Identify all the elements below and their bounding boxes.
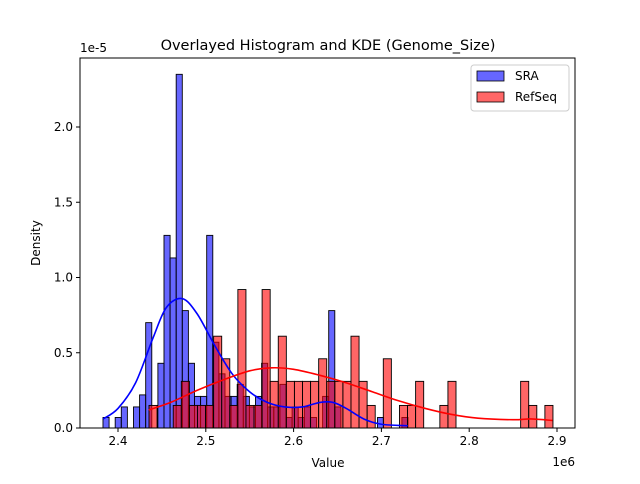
- histogram-bar-refseq: [382, 358, 392, 429]
- histogram-bar-refseq: [366, 404, 376, 429]
- histogram-bar-refseq: [261, 289, 271, 429]
- histogram-bar-refseq: [180, 380, 190, 429]
- x-tick-label: 2.9: [547, 434, 566, 448]
- x-offset-label: 1e6: [552, 455, 575, 469]
- plot-frame: [79, 57, 576, 429]
- histogram-bar-refseq: [172, 404, 182, 429]
- histogram-bar-refseq: [293, 380, 303, 429]
- y-tick-label: 2.0: [54, 120, 73, 134]
- histogram-bar-refseq: [205, 404, 215, 429]
- histogram-bar-refseq: [528, 404, 538, 429]
- histogram-bar-sra: [120, 406, 128, 429]
- histogram-bar-sra: [175, 73, 183, 429]
- legend-swatch-sra: [476, 70, 505, 82]
- x-axis-label: Value: [312, 456, 345, 470]
- x-axis-ticks: 2.4 2.5 2.6 2.7 2.8 2.9: [108, 428, 567, 448]
- histogram-bar-sra: [114, 417, 122, 429]
- legend-swatch-refseq: [476, 91, 505, 103]
- y-axis-ticks: 0.0 0.5 1.0 1.5 2.0: [54, 120, 80, 435]
- x-tick-label: 2.7: [372, 434, 391, 448]
- y-offset-label: 1e-5: [80, 41, 107, 55]
- histogram-bar-refseq: [439, 404, 449, 429]
- histogram-bar-refseq: [342, 380, 352, 429]
- histogram-bar-refseq: [197, 404, 206, 429]
- histogram-bar-refseq: [407, 404, 417, 429]
- x-tick-label: 2.8: [460, 434, 479, 448]
- kde-curves: [102, 297, 553, 427]
- histogram-bar-refseq: [326, 380, 336, 429]
- histogram-bar-sra: [133, 406, 141, 429]
- histogram-bar-refseq: [285, 380, 295, 429]
- y-axis-label: Density: [29, 220, 43, 266]
- kde-curve-sra: [102, 297, 408, 427]
- y-tick-label: 0.0: [54, 421, 73, 435]
- histogram-bar-refseq: [318, 358, 328, 429]
- histogram-bar-refseq: [544, 404, 554, 429]
- histogram-bar-refseq: [415, 380, 425, 429]
- histogram-bar-refseq: [277, 335, 287, 429]
- chart-title: Overlayed Histogram and KDE (Genome_Size…: [161, 38, 496, 54]
- x-tick-label: 2.6: [284, 434, 303, 448]
- x-tick-label: 2.4: [108, 434, 127, 448]
- y-tick-label: 0.5: [54, 346, 73, 360]
- x-tick-label: 2.5: [196, 434, 215, 448]
- legend: SRA RefSeq: [470, 64, 570, 112]
- legend-label-refseq: RefSeq: [515, 90, 557, 104]
- kde-curve-refseq: [148, 366, 553, 422]
- histogram-bar-refseq: [237, 289, 247, 429]
- histogram-bar-refseq: [447, 380, 457, 429]
- histogram-bar-refseq: [399, 404, 408, 429]
- histogram-bar-refseq: [245, 404, 255, 429]
- histogram-bar-refseq: [520, 380, 530, 429]
- histogram-bar-refseq: [229, 404, 239, 429]
- histogram-bar-refseq: [253, 404, 263, 429]
- histogram-bar-sra: [163, 234, 171, 429]
- histogram-bar-sra: [377, 417, 385, 429]
- legend-label-sra: SRA: [515, 69, 539, 83]
- histogram-bar-sra: [139, 394, 147, 429]
- y-tick-label: 1.5: [54, 195, 73, 209]
- histogram-bar-sra: [157, 362, 165, 429]
- y-tick-label: 1.0: [54, 271, 73, 285]
- histogram-bar-refseq: [188, 404, 198, 429]
